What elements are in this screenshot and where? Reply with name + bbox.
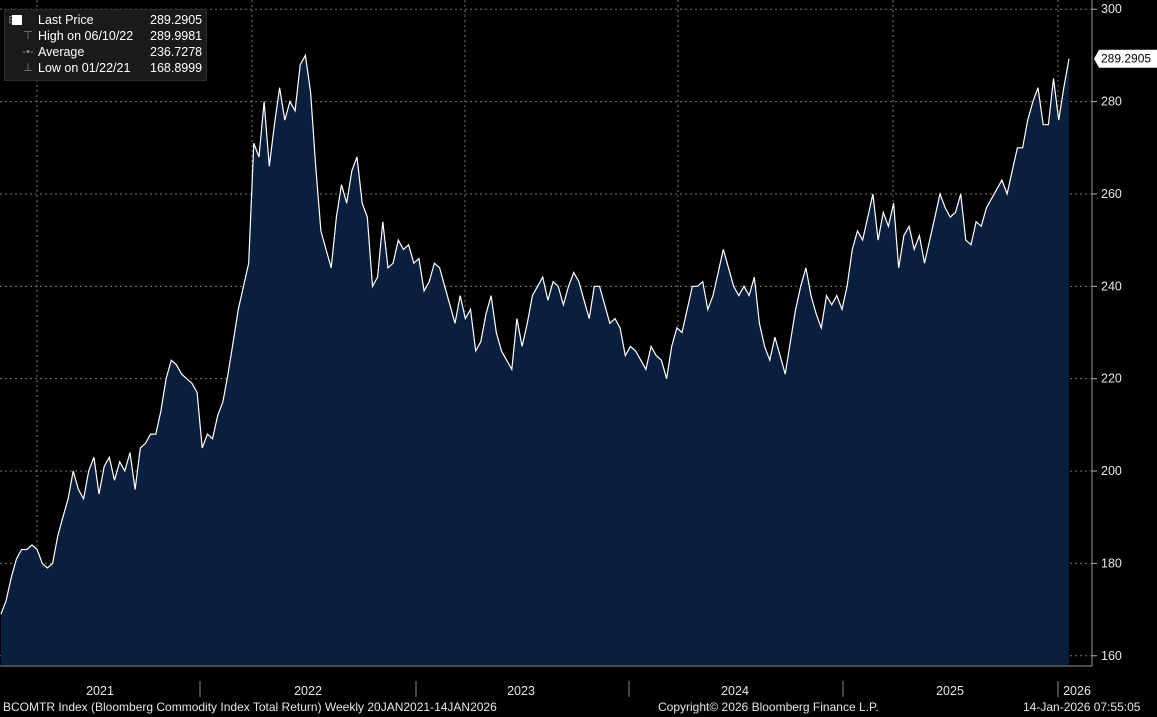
last-price-tag: 289.2905 [1094, 49, 1157, 68]
y-tick-label: 240 [1101, 279, 1122, 293]
y-tick-label: 260 [1101, 187, 1122, 201]
x-tick-label: 2021 [86, 684, 114, 698]
legend-item-low: ⊥ Low on 01/22/21 168.8999 [5, 60, 206, 76]
y-tick-label: 160 [1101, 649, 1122, 663]
y-tick-label: 220 [1101, 372, 1122, 386]
y-tick-label: 180 [1101, 556, 1122, 570]
y-tick-label: 300 [1101, 2, 1122, 16]
x-tick-label: 2024 [721, 684, 749, 698]
low-marker-icon: ⊥ [23, 62, 33, 74]
average-marker-icon: -•- [22, 46, 34, 58]
legend-item-average: -•- Average 236.7278 [22, 45, 203, 59]
high-marker-icon: ⊤ [23, 30, 33, 42]
footer-copyright: Copyright© 2026 Bloomberg Finance L.P. [658, 700, 879, 714]
legend: ⊟ Last Price 289.2905 ⊤ High on 06/10/22… [4, 9, 207, 81]
legend-item-high: ⊤ High on 06/10/22 289.9981 [5, 28, 206, 44]
x-tick-label: 2026 [1063, 684, 1091, 698]
x-tick-label: 2022 [294, 684, 322, 698]
last-price-tag-label: 289.2905 [1101, 52, 1151, 66]
y-axis: 160 180 200 220 240 260 280 300 [1091, 0, 1122, 666]
price-area-fill [1, 55, 1069, 665]
x-tick-label: 2023 [507, 684, 535, 698]
white-square-icon [12, 15, 22, 25]
last-price-tag-background [1094, 49, 1157, 68]
y-tick-label: 200 [1101, 464, 1122, 478]
x-axis: 2021 2022 2023 2024 2025 2026 [0, 665, 1092, 698]
legend-item-last-price: ⊟ Last Price 289.2905 [5, 12, 206, 28]
y-tick-label: 280 [1101, 95, 1122, 109]
footer-timestamp: 14-Jan-2026 07:55:05 [1023, 700, 1141, 714]
footer-index-description: BCOMTR Index (Bloomberg Commodity Index … [3, 700, 497, 714]
price-line [0, 53, 1070, 615]
x-tick-label: 2025 [936, 684, 964, 698]
